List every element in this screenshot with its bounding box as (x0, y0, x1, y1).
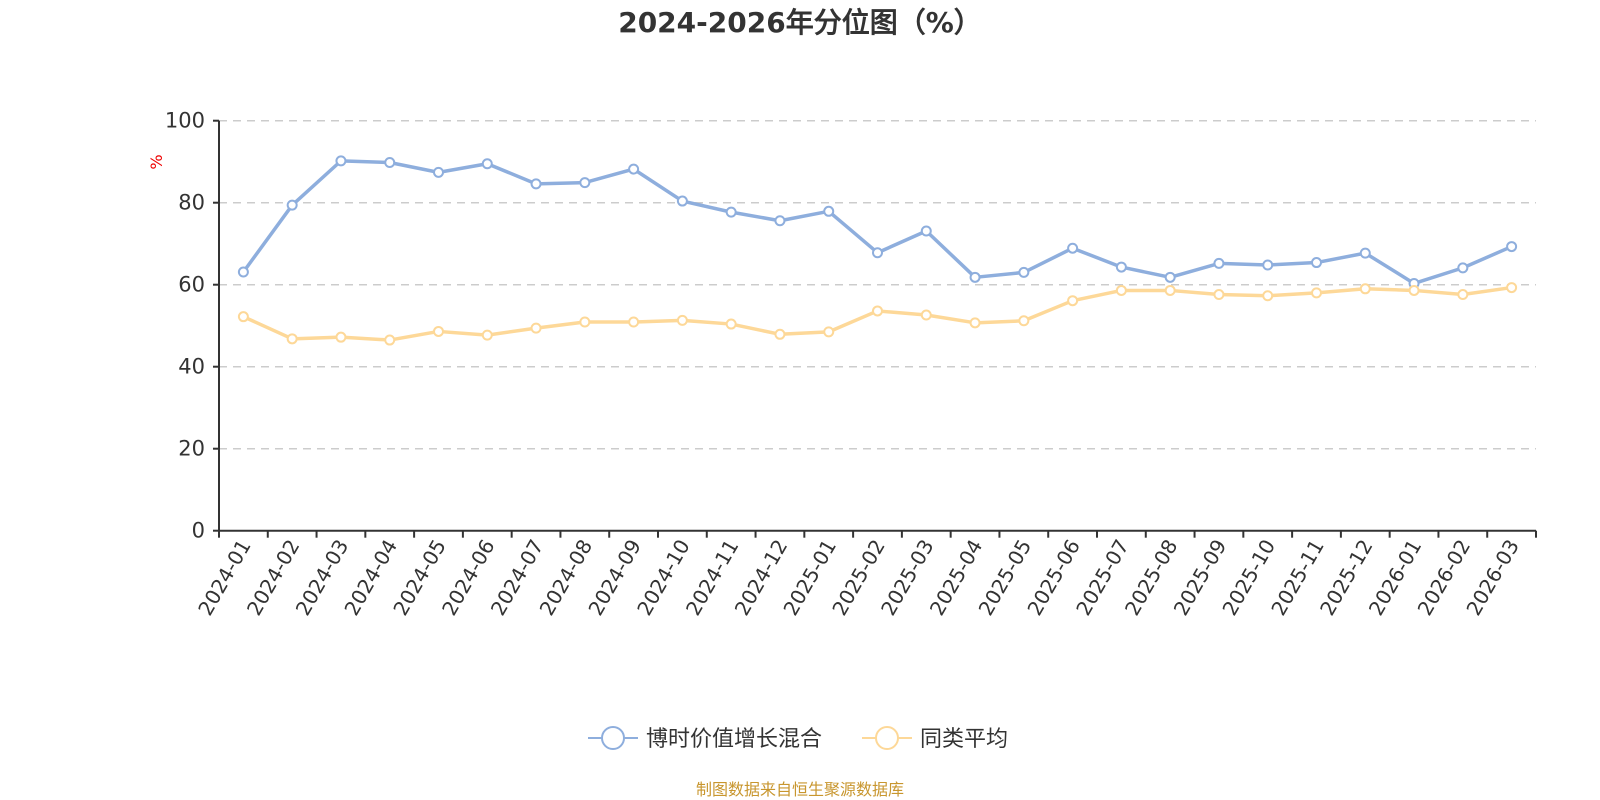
data-point (920, 309, 932, 321)
data-point (1262, 259, 1274, 271)
legend-circle-icon (875, 726, 899, 750)
data-point (1359, 283, 1371, 295)
data-point (676, 195, 688, 207)
data-point (774, 215, 786, 227)
data-point (969, 317, 981, 329)
legend-label: 同类平均 (920, 727, 1008, 752)
data-point (1018, 266, 1030, 278)
data-point (1408, 284, 1420, 296)
data-point (286, 333, 298, 345)
data-point (1213, 289, 1225, 301)
data-point (725, 318, 737, 330)
data-point (530, 322, 542, 334)
data-point (1164, 271, 1176, 283)
data-point (774, 328, 786, 340)
data-point (433, 325, 444, 337)
y-tick-label: 40 (178, 355, 205, 379)
y-tick-label: 60 (178, 273, 205, 297)
data-point (1311, 287, 1322, 299)
data-point (1457, 289, 1469, 301)
data-point (725, 206, 737, 218)
legend-label: 博时价值增长混合 (646, 727, 822, 752)
series-1 (237, 155, 1518, 289)
y-axis-label: % (147, 154, 166, 169)
y-tick-label: 80 (178, 191, 205, 215)
data-point (1311, 257, 1322, 269)
data-point (628, 163, 640, 175)
data-point (237, 266, 249, 278)
data-point (579, 177, 591, 189)
data-point (1506, 282, 1518, 294)
data-point (384, 334, 396, 346)
data-point (1067, 295, 1079, 307)
data-point (969, 271, 981, 283)
data-point (335, 331, 347, 343)
y-tick-label: 20 (178, 437, 205, 461)
legend-item-2[interactable]: 同类平均 (862, 726, 1008, 752)
data-point (530, 178, 542, 190)
data-point (433, 166, 444, 178)
data-point (920, 225, 932, 237)
data-point (823, 205, 835, 217)
data-point (872, 247, 883, 259)
data-point (1213, 257, 1225, 269)
data-point (1115, 284, 1127, 296)
data-point (1359, 247, 1371, 259)
data-point (237, 311, 249, 323)
data-point (872, 305, 883, 317)
y-tick-label: 100 (165, 109, 205, 133)
data-source-note: 制图数据来自恒生聚源数据库 (696, 780, 904, 799)
legend-item-1[interactable]: 博时价值增长混合 (588, 726, 822, 752)
data-point (1018, 315, 1030, 327)
data-point (481, 158, 493, 170)
data-point (1457, 262, 1469, 274)
y-tick-label: 0 (192, 519, 205, 543)
data-point (676, 314, 688, 326)
data-point (1164, 284, 1176, 296)
series-2 (237, 282, 1518, 346)
data-point (1115, 261, 1127, 273)
legend-circle-icon (601, 726, 625, 750)
data-point (1506, 241, 1518, 253)
data-point (1067, 242, 1079, 254)
data-point (579, 316, 591, 328)
data-point (1262, 290, 1274, 302)
chart-title: 2024-2026年分位图（%） (618, 6, 982, 39)
data-point (335, 155, 347, 167)
data-point (628, 316, 640, 328)
data-point (384, 157, 396, 169)
data-point (481, 329, 493, 341)
data-point (286, 199, 298, 211)
data-point (823, 326, 835, 338)
